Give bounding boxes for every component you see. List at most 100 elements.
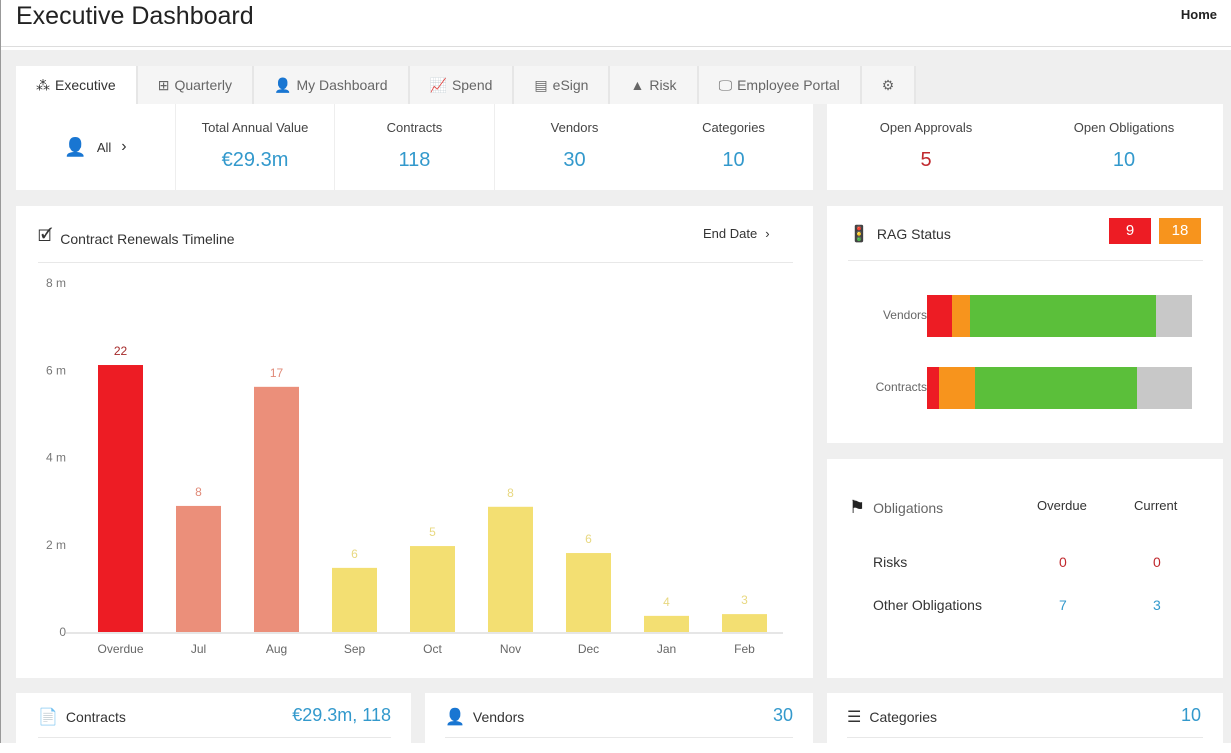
bar-sep[interactable] [332,567,377,632]
red-count-badge[interactable]: 9 [1109,218,1151,244]
tab-label: Risk [649,77,677,93]
vendors-summary-card[interactable]: 👤 Vendors 30 [425,693,813,753]
kpi-vendors[interactable]: Vendors 30 [495,104,654,190]
divider [38,262,793,263]
bar-nov[interactable] [488,506,533,632]
bar-jul[interactable] [176,505,221,632]
kpi-value: 5 [920,149,932,171]
x-tick-label: Jul [191,642,206,656]
sort-end-date[interactable]: End Date › [703,226,770,241]
y-tick-label: 8 m [46,276,66,290]
amber-count-badge[interactable]: 18 [1159,218,1201,244]
overdue-count[interactable]: 7 [1059,597,1067,613]
divider [847,737,1203,738]
rag-label: Contracts [875,380,927,394]
rag-stacked-bar[interactable] [927,367,1192,409]
open-obligations[interactable]: Open Obligations 10 [1025,104,1223,190]
rag-stacked-bar[interactable] [927,295,1192,337]
x-tick-label: Overdue [97,642,143,656]
rag-segment-green[interactable] [969,295,1156,337]
tab-employee-portal[interactable]: 🖵 Employee Portal [698,66,862,104]
obligation-row-label: Risks [873,554,908,570]
current-count[interactable]: 3 [1153,597,1161,613]
bar-data-label: 4 [663,595,670,609]
kpi-categories[interactable]: Categories 10 [654,104,813,190]
rag-segment-red[interactable] [927,295,952,337]
card-title: Contracts [65,709,126,725]
card-title: Categories [869,709,938,725]
rag-segment-grey[interactable] [1155,295,1192,337]
kpi-value: 30 [563,149,586,171]
bar-data-label: 6 [351,547,358,561]
x-tick-label: Dec [578,642,599,656]
kpi-label: Open Obligations [1073,120,1175,135]
filter-label: All [96,139,112,155]
page-title: Executive Dashboard [16,2,254,30]
monitor-icon: 🖵 [718,76,733,93]
bar-data-label: 22 [114,344,128,358]
divider [38,737,391,738]
summary-value: €29.3m, 118 [292,705,391,725]
rag-segment-amber[interactable] [938,367,975,409]
rag-label: Vendors [882,308,927,322]
tab-executive[interactable]: ⁂ Executive [16,66,138,104]
file-sign-icon: ▤ [534,76,548,93]
kpi-total-annual-value[interactable]: Total Annual Value €29.3m [176,104,335,190]
x-tick-label: Jan [657,642,676,656]
rag-segment-amber[interactable] [951,295,970,337]
layers-icon: ☰ [847,709,862,726]
chevron-right-icon: › [765,226,770,241]
y-tick-label: 4 m [46,451,66,465]
summary-value: 30 [772,705,793,725]
home-link[interactable]: Home [1180,7,1217,22]
bar-feb[interactable] [722,614,767,632]
tab-esign[interactable]: ▤ eSign [514,66,611,104]
current-count[interactable]: 0 [1153,554,1161,570]
bar-overdue[interactable] [98,365,143,632]
kpi-contracts[interactable]: Contracts 118 [335,104,495,190]
tab-spend[interactable]: 📈 Spend [409,66,515,104]
kpi-label: Open Approvals [879,120,973,135]
x-tick-label: Oct [423,642,442,656]
rag-segment-grey[interactable] [1136,367,1192,409]
card-title: Vendors [472,709,525,725]
contracts-summary-card[interactable]: 📄 Contracts €29.3m, 118 [16,693,411,753]
bar-data-label: 8 [507,486,514,500]
kpi-value: €29.3m [221,149,289,171]
user-tools-icon: 👤 [445,709,465,726]
overdue-count[interactable]: 0 [1059,554,1067,570]
bar-dec[interactable] [566,553,611,632]
user-gauge-icon: 👤 [274,76,292,93]
tab-settings[interactable]: ⚙ [861,66,917,104]
tab-label: Employee Portal [737,77,840,93]
y-tick-label: 6 m [46,363,66,377]
bar-aug[interactable] [254,386,299,632]
bar-data-label: 17 [270,366,284,380]
owner-filter[interactable]: 👤 All › [16,104,176,190]
header: Executive Dashboard Home [1,0,1231,47]
categories-summary-card[interactable]: ☰ Categories 10 [827,693,1223,753]
open-approvals[interactable]: Open Approvals 5 [827,104,1025,190]
tab-label: My Dashboard [296,77,388,93]
bar-oct[interactable] [410,546,455,632]
gear-icon: ⚙ [881,76,895,93]
x-tick-label: Nov [500,642,521,656]
tab-my-dashboard[interactable]: 👤 My Dashboard [254,66,410,104]
rag-segment-red[interactable] [927,367,939,409]
tab-quarterly[interactable]: ⊞ Quarterly [137,66,255,104]
flag-icon: ⚑ [849,497,866,517]
kpi-panel: 👤 All › Total Annual Value €29.3m Contracts… [16,104,813,190]
rag-segment-green[interactable] [974,367,1137,409]
sort-label: End Date [703,226,758,241]
user-icon: 👤 [64,136,87,157]
kpi-value: 10 [722,149,745,171]
renewals-bar-chart: 0 2 m 4 m 6 m 8 m 22 Overdue 8 Jul 17 Aug 6 Sep 5 Oct 8… [46,276,783,656]
bar-data-label: 5 [429,525,436,539]
tab-risk[interactable]: ▲ Risk [610,66,699,104]
grid-icon: ⊞ [157,76,170,93]
tab-label: Spend [451,77,493,93]
y-tick-label: 0 [59,625,66,639]
tab-bar: ⁂ Executive ⊞ Quarterly 👤 My Dashboard 📈 Spe… [16,66,917,104]
bar-jan[interactable] [644,615,689,632]
kpi-label: Vendors [550,120,599,135]
